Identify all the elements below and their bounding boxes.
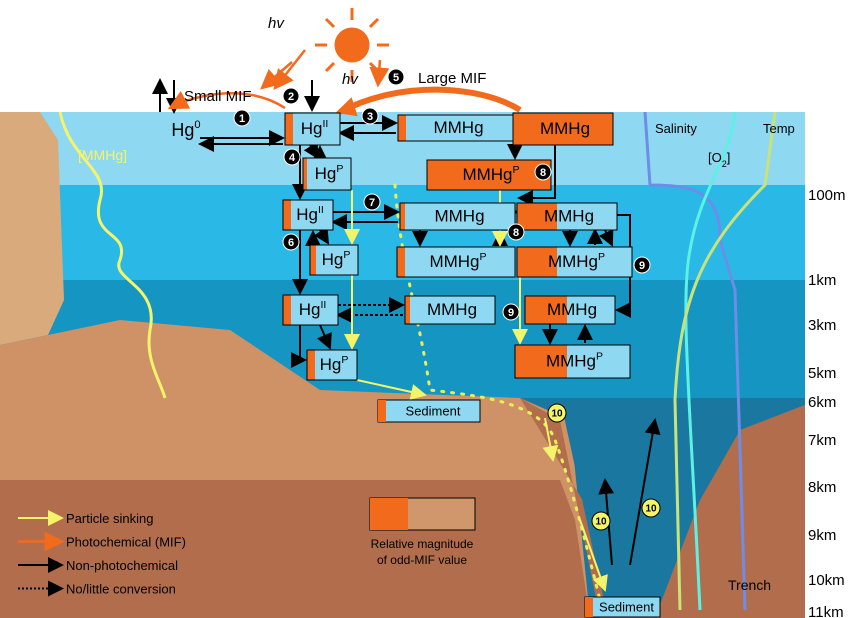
step-number: 9 [508, 307, 514, 319]
species-label-base: MMHg [548, 252, 598, 271]
species-label-sup: P [596, 350, 603, 362]
arrow [378, 60, 380, 85]
species-label: MMHgP [546, 350, 603, 371]
depth-label: 9km [808, 527, 836, 544]
step-number: 10 [645, 504, 657, 515]
magnitude-label: Relative magnitude [371, 537, 474, 551]
step-number: 10 [595, 517, 607, 528]
trench-label: Trench [728, 577, 771, 593]
step-number: 7 [369, 197, 375, 209]
small-mif-label: Small MIF [184, 88, 252, 105]
o2-text: [O [708, 150, 722, 165]
species-label: MMHg [427, 300, 477, 319]
step-number: 8 [540, 167, 546, 179]
species-label: MMHgP [429, 251, 486, 272]
depth-label: 6km [808, 394, 836, 411]
mif-fill [405, 296, 410, 324]
magnitude-label: of odd-MIF value [377, 553, 467, 567]
mif-fill [310, 245, 316, 275]
species-label-base: MMHg [429, 252, 479, 271]
legend-label: Particle sinking [66, 511, 153, 526]
mif-fill [400, 203, 405, 230]
step-number: 10 [551, 409, 563, 420]
species-label: MMHg [547, 300, 597, 319]
mif-fill [585, 597, 593, 617]
step-number: 8 [513, 227, 519, 239]
step-number: 9 [639, 260, 645, 272]
species-label-sup: P [343, 249, 350, 261]
species-label-base: Hg [296, 205, 318, 224]
species-label: MMHg [433, 118, 483, 137]
mif-fill [285, 113, 293, 145]
depth-label: 11km [808, 604, 844, 618]
sediment-label: Sediment [599, 599, 654, 614]
step-number: 3 [367, 111, 373, 123]
species-label-base: MMHg [540, 119, 590, 138]
mif-fill [397, 247, 405, 277]
diagram: HgIIMMHgMMHgHgPMMHgPHgIIMMHgMMHgHgPMMHgP… [0, 0, 863, 618]
species-label-sup: P [513, 164, 520, 176]
species-label-base: Hg [315, 164, 337, 183]
depth-label: 8km [808, 479, 836, 496]
species-label: MMHg [544, 207, 594, 226]
step-number: 4 [289, 152, 296, 164]
species-label-base: MMHg [546, 352, 596, 371]
species-label-sup: P [480, 251, 487, 263]
legend-label: No/little conversion [66, 582, 176, 597]
step-number: 6 [288, 237, 294, 249]
salinity-label: Salinity [655, 121, 697, 136]
o2-close: ] [727, 150, 731, 165]
legend-label: Photochemical (MIF) [66, 535, 186, 550]
species-label-base: Hg [299, 300, 321, 319]
magnitude-fill [370, 498, 408, 530]
step-number: 1 [239, 113, 245, 125]
legend-label: Non-photochemical [66, 558, 178, 573]
species-label-base: Hg [322, 250, 344, 269]
depth-label: 5km [808, 365, 836, 382]
hv-label: hv [342, 71, 359, 88]
page: HgIIMMHgMMHgHgPMMHgPHgIIMMHgMMHgHgPMMHgP… [0, 0, 863, 618]
hg0-label-base: Hg [171, 120, 194, 140]
depth-label: 100m [808, 187, 846, 204]
species-label: MMHgP [462, 164, 519, 185]
species-label-base: MMHg [427, 300, 477, 319]
temp-label: Temp [763, 121, 795, 136]
mif-fill [283, 200, 291, 230]
sediment-label: Sediment [406, 403, 461, 418]
mif-fill [283, 295, 291, 325]
species-label-base: MMHg [547, 300, 597, 319]
coast [0, 112, 64, 345]
mif-fill [303, 158, 307, 190]
species-label-base: MMHg [462, 165, 512, 184]
hv-label: hv [268, 15, 285, 32]
species-label-sup: P [341, 354, 348, 366]
species-label-sup: II [318, 204, 324, 216]
species-label-base: Hg [320, 355, 342, 374]
mif-fill [378, 400, 386, 422]
mif-fill [398, 115, 406, 141]
species-label-base: MMHg [544, 207, 594, 226]
depth-label: 1km [808, 272, 836, 289]
mmhg-profile-label: [MMHg] [78, 147, 127, 163]
depth-label: 3km [808, 317, 836, 334]
species-label: MMHgP [548, 251, 605, 272]
species-label-base: MMHg [433, 118, 483, 137]
depth-label: 10km [808, 572, 845, 589]
species-label-sup: P [598, 251, 605, 263]
arrow [275, 50, 305, 88]
depth-label: 7km [808, 432, 836, 449]
step-number: 2 [288, 91, 294, 103]
species-label-sup: P [336, 163, 343, 175]
species-label-base: MMHg [434, 207, 484, 226]
species-label-base: Hg [301, 119, 323, 138]
step-number: 5 [393, 72, 399, 84]
species-label: MMHg [540, 119, 590, 138]
hg0-label-sup: 0 [194, 119, 200, 131]
mif-fill [307, 350, 315, 380]
species-label: MMHg [434, 207, 484, 226]
species-label-sup: II [320, 299, 326, 311]
large-mif-label: Large MIF [418, 70, 486, 87]
species-label-sup: II [322, 118, 328, 130]
